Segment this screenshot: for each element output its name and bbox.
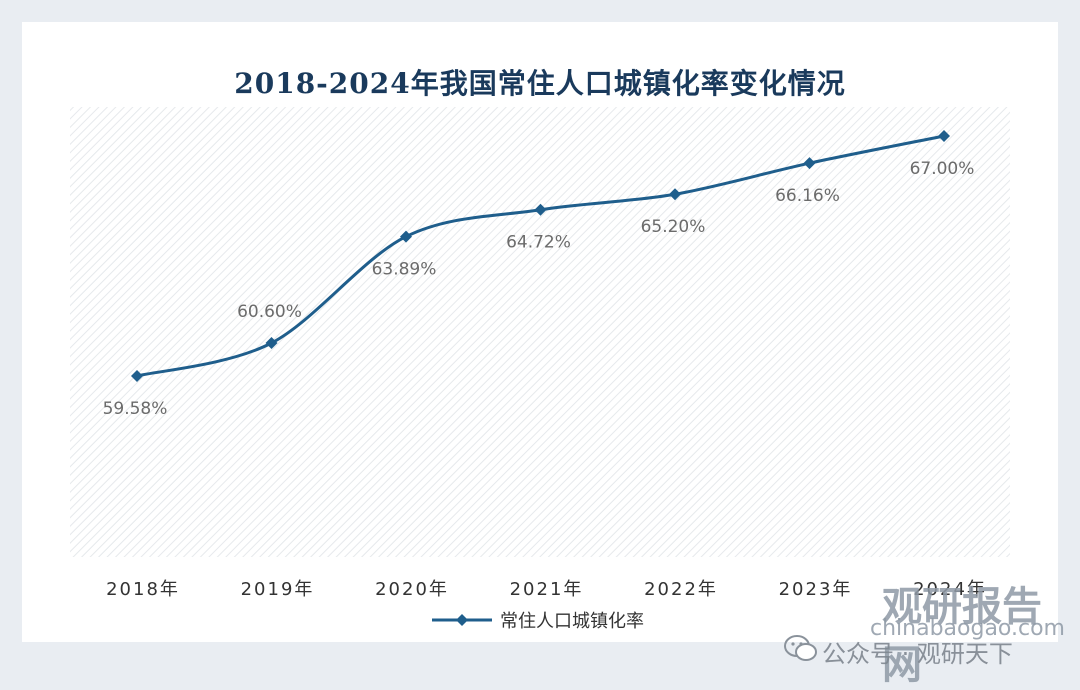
chart-title: 2018-2024年我国常住人口城镇化率变化情况 (234, 67, 846, 100)
plot-area (70, 107, 1010, 557)
x-tick-label: 2023年 (779, 579, 853, 600)
data-label: 67.00% (910, 159, 975, 179)
data-point (131, 370, 143, 382)
x-tick-label: 2018年 (106, 579, 180, 600)
data-point (400, 230, 412, 243)
x-tick-label: 2024年 (913, 579, 987, 600)
legend-label: 常住人口城镇化率 (500, 611, 644, 632)
watermark-account: 公众号 · 观研天下 (822, 640, 1013, 668)
data-point (265, 337, 278, 350)
watermark-domain: chinabaogao.com (870, 616, 1065, 641)
x-tick-label: 2019年 (241, 579, 315, 600)
data-point (938, 130, 950, 142)
legend-marker (456, 614, 468, 626)
data-point (803, 157, 816, 170)
data-label: 60.60% (237, 302, 302, 322)
data-label: 66.16% (775, 186, 840, 206)
data-label: 64.72% (506, 233, 571, 253)
data-label: 59.58% (103, 399, 168, 419)
data-point (669, 188, 681, 201)
legend: 常住人口城镇化率 (432, 611, 644, 632)
x-tick-label: 2020年 (375, 579, 449, 600)
x-axis-labels: 2018年 2019年 2020年 2021年 2022年 2023年 2024年 (106, 579, 987, 600)
wechat-icon (784, 635, 817, 661)
x-tick-label: 2022年 (644, 579, 718, 600)
data-label-layer: 59.58% 60.60% 63.89% 64.72% 65.20% 66.16% 67.0… (103, 159, 975, 419)
data-point (534, 203, 547, 216)
line-chart: 59.58% 60.60% 63.89% 64.72% 65.20% 66.16% 67.0… (70, 107, 1010, 632)
series-layer (131, 130, 950, 382)
data-label: 63.89% (372, 260, 437, 280)
chart-card: 2018-2024年我国常住人口城镇化率变化情况 59.58% 60.60% 63.… (22, 22, 1065, 688)
data-label: 65.20% (641, 217, 706, 237)
x-tick-label: 2021年 (510, 579, 584, 600)
